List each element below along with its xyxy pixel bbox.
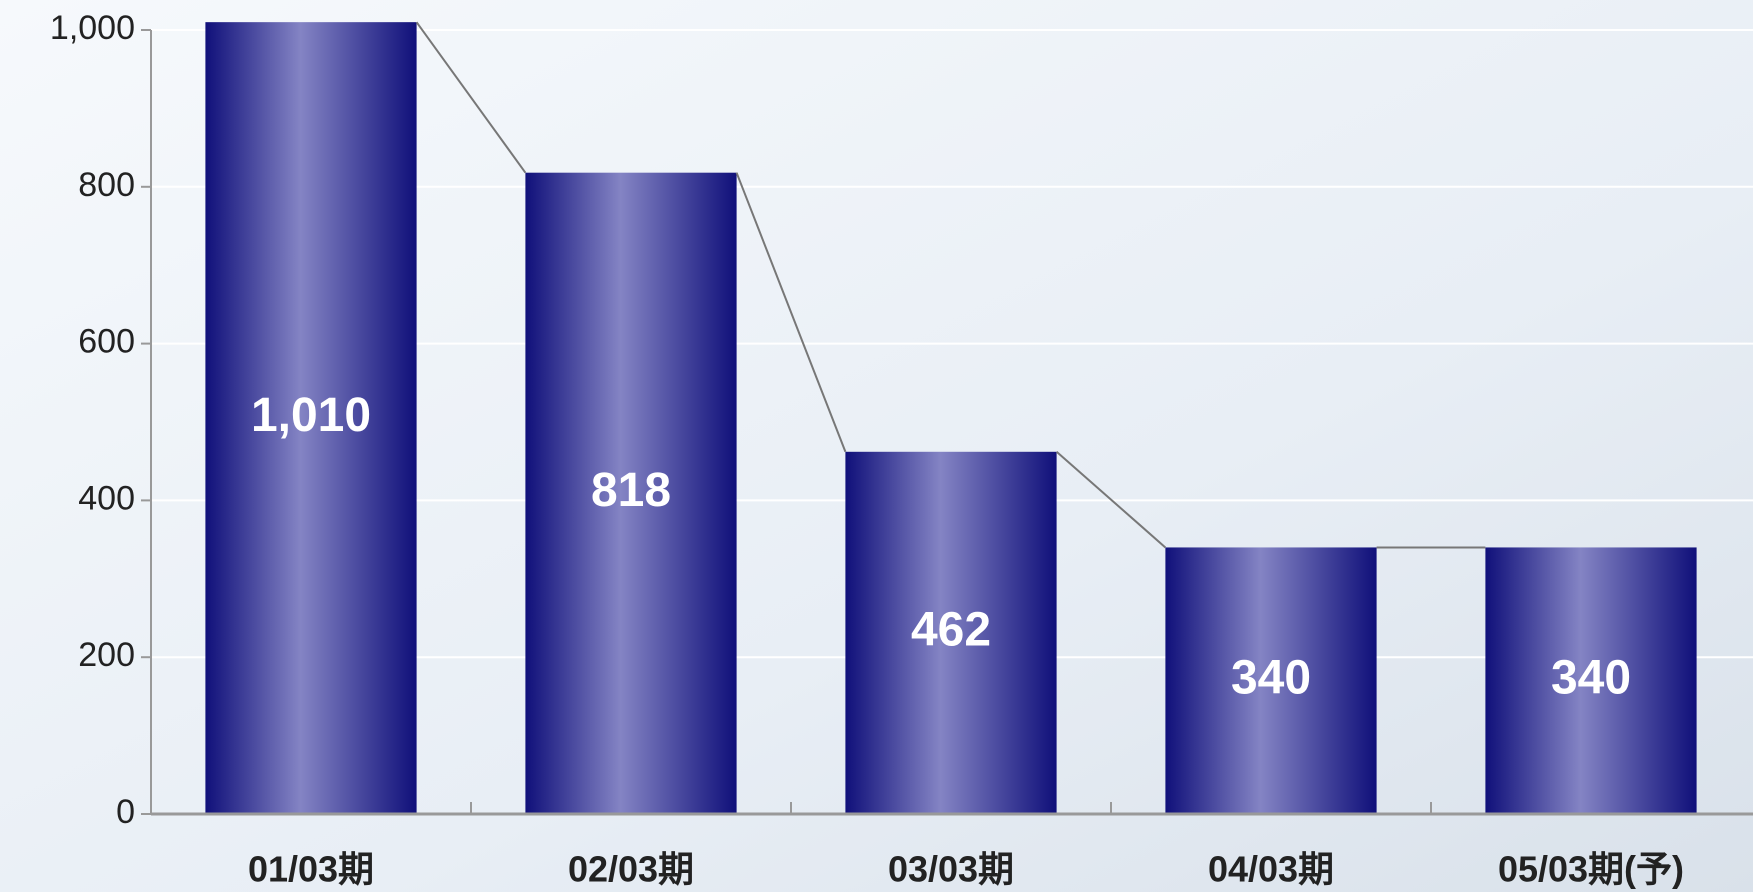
- bar: [1485, 547, 1697, 814]
- y-tick-label: 200: [78, 636, 135, 674]
- x-tick-label: 03/03期: [888, 849, 1014, 890]
- value-label: 340: [1551, 651, 1631, 704]
- y-tick-label: 600: [78, 323, 135, 361]
- connector-line: [735, 172, 847, 453]
- value-label: 818: [591, 464, 671, 517]
- value-label: 1,010: [251, 389, 371, 442]
- y-tick-label: 0: [116, 793, 135, 831]
- bar: [205, 22, 417, 815]
- x-tick-label: 05/03期(予): [1498, 849, 1684, 890]
- bar: [1165, 547, 1377, 814]
- y-tick-label: 1,000: [50, 9, 135, 47]
- x-tick-label: 02/03期: [568, 849, 694, 890]
- value-label: 340: [1231, 651, 1311, 704]
- y-tick-label: 400: [78, 479, 135, 517]
- connector-line: [1055, 451, 1167, 549]
- connector-line: [415, 21, 527, 174]
- bar: [525, 172, 737, 815]
- y-tick-label: 800: [78, 166, 135, 204]
- value-label: 462: [911, 604, 991, 657]
- x-tick-label: 04/03期: [1208, 849, 1334, 890]
- x-tick-label: 01/03期: [248, 849, 374, 890]
- bar: [845, 451, 1057, 814]
